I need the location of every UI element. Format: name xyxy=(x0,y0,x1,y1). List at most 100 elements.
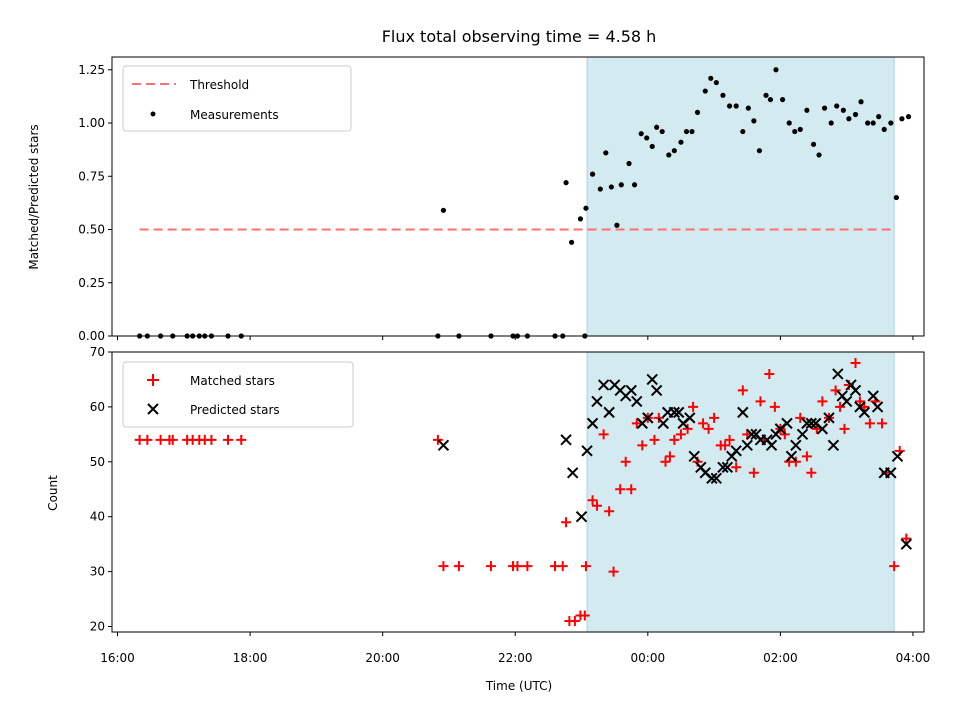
matched-star-point xyxy=(889,561,900,572)
measurement-point xyxy=(756,148,762,154)
bottom-legend-box xyxy=(122,361,354,428)
matched-star-point xyxy=(223,434,233,445)
top-legend: Threshold Measurements xyxy=(122,65,352,132)
predicted-star-point xyxy=(437,439,450,452)
matched-star-point xyxy=(580,561,591,572)
matched-star-point xyxy=(720,440,731,451)
measurement-point xyxy=(865,120,871,126)
bottom-y-tick-label: 30 xyxy=(90,565,105,579)
measurement-point xyxy=(763,92,769,98)
measurement-point xyxy=(834,103,840,109)
x-tick-label: 20:00 xyxy=(365,651,400,665)
measurement-point xyxy=(608,184,614,190)
matched-star-point xyxy=(649,434,660,445)
matched-star-point xyxy=(591,500,602,511)
bottom-y-ticks: 20 30 40 50 60 70 xyxy=(90,345,112,634)
matched-star-point xyxy=(155,434,166,445)
matched-star-point xyxy=(167,434,178,445)
predicted-star-point xyxy=(710,472,723,484)
measurement-point xyxy=(626,160,632,167)
bottom-y-axis-label: Count xyxy=(46,475,60,511)
matched-star-point xyxy=(432,434,443,445)
predicted-star-point xyxy=(575,510,588,523)
measurement-point xyxy=(821,105,828,111)
top-y-tick-label: 0.50 xyxy=(78,223,105,237)
predicted-star-point xyxy=(642,412,654,424)
predicted-star-point xyxy=(871,401,884,413)
predicted-star-point xyxy=(900,538,913,550)
bottom-y-tick-label: 70 xyxy=(90,345,105,359)
predicted-star-point xyxy=(858,406,871,419)
predicted-star-point xyxy=(625,384,637,397)
matched-star-point xyxy=(703,423,714,434)
legend-predicted-swatch xyxy=(147,403,159,415)
predicted-star-point xyxy=(657,417,669,430)
x-tick-label: 00:00 xyxy=(631,651,666,665)
measurement-point xyxy=(726,103,733,109)
top-axes-frame xyxy=(111,56,925,337)
measurement-point xyxy=(797,126,803,133)
measurement-point xyxy=(618,182,624,188)
predicted-star-point xyxy=(885,467,897,479)
measurement-point xyxy=(786,120,792,126)
predicted-star-point xyxy=(737,406,749,419)
measurement-point xyxy=(708,75,714,81)
predicted-star-point xyxy=(688,450,700,463)
measurement-point xyxy=(644,135,650,141)
measurement-point xyxy=(852,111,859,118)
matched-star-point xyxy=(485,561,496,572)
predicted-star-point xyxy=(891,450,904,463)
measurement-point xyxy=(870,120,876,126)
top-y-ticks: 0.00 0.25 0.50 0.75 1.00 1.25 xyxy=(78,63,112,343)
predicted-star-point xyxy=(823,412,835,424)
predicted-star-point xyxy=(706,472,718,484)
bottom-y-tick-label: 50 xyxy=(90,455,105,469)
measurement-point xyxy=(666,152,672,158)
measurement-point xyxy=(733,103,739,109)
matched-star-point xyxy=(620,456,631,467)
matched-star-point xyxy=(453,561,464,572)
measurement-point xyxy=(840,107,846,113)
measurement-point xyxy=(689,128,695,135)
predicted-star-point xyxy=(560,434,572,446)
predicted-star-point xyxy=(717,461,729,474)
legend-matched-swatch xyxy=(147,374,159,386)
bottom-series xyxy=(134,357,913,627)
matched-star-point xyxy=(675,429,686,440)
bottom-panel: 20 30 40 50 60 70 16:00 18:00 20:00 22:00 00:00 02… xyxy=(46,345,930,693)
predicted-star-point xyxy=(650,384,663,397)
predicted-star-point xyxy=(849,384,862,397)
matched-star-point xyxy=(817,396,828,407)
predicted-star-point xyxy=(741,439,753,452)
measurement-point xyxy=(631,182,638,188)
x-tick-label: 02:00 xyxy=(763,651,798,665)
matched-star-point xyxy=(626,484,637,495)
measurement-point xyxy=(846,116,852,122)
predicted-star-point xyxy=(566,467,579,479)
measurement-point xyxy=(583,205,589,211)
predicted-star-point xyxy=(745,428,758,441)
matched-star-point xyxy=(724,434,735,445)
matched-star-point xyxy=(864,418,875,429)
chart-title: Flux total observing time = 4.58 h xyxy=(382,27,657,46)
predicted-star-point xyxy=(591,395,603,408)
bottom-y-tick-label: 40 xyxy=(90,510,105,524)
x-tick-label: 16:00 xyxy=(100,651,135,665)
measurement-point xyxy=(597,186,603,192)
matched-star-point xyxy=(737,385,748,396)
legend-predicted-label: Predicted stars xyxy=(190,403,280,417)
matched-star-point xyxy=(877,418,888,429)
matched-star-point xyxy=(839,423,850,434)
measurement-point xyxy=(828,120,834,126)
matched-star-point xyxy=(631,418,642,429)
predicted-star-point xyxy=(867,390,879,402)
measurement-point xyxy=(858,99,864,105)
matched-star-point xyxy=(731,462,742,473)
matched-star-point xyxy=(206,434,217,445)
predicted-star-point xyxy=(631,395,643,408)
measurement-point xyxy=(614,222,620,228)
matched-star-point xyxy=(438,561,449,572)
predicted-star-point xyxy=(586,417,599,430)
measurement-point xyxy=(713,79,719,86)
